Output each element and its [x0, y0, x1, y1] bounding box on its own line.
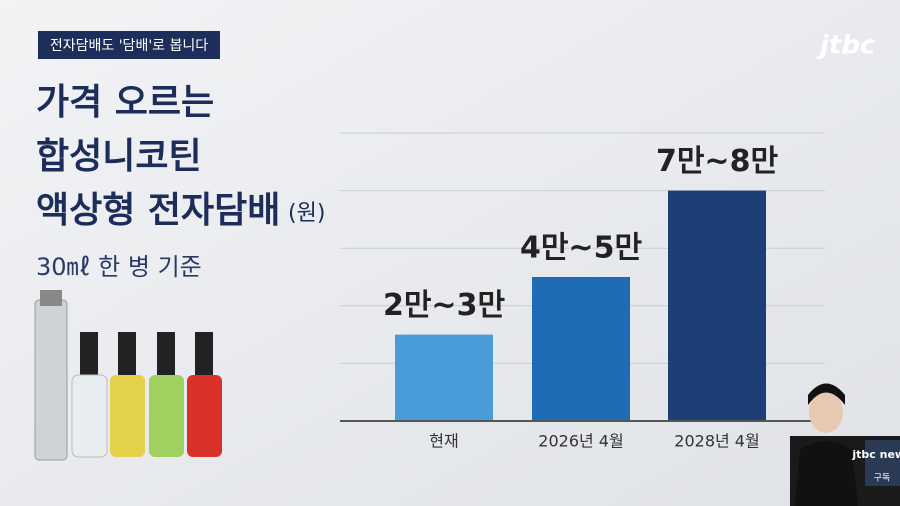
- value-label: 7만~8만: [656, 144, 778, 179]
- subtitle: 30㎖ 한 병 기준: [36, 253, 202, 281]
- title-line: 합성니코틴: [36, 136, 202, 177]
- logo: jtbc: [816, 31, 876, 61]
- x-tick-label: 현재: [429, 432, 458, 451]
- bar: [532, 277, 630, 421]
- corner-logo: jtbc news: [851, 448, 900, 461]
- bar: [395, 334, 493, 421]
- bar: [668, 190, 766, 421]
- tag-box: [38, 31, 220, 59]
- title-line: 가격 오르는: [36, 82, 214, 123]
- tag: 전자담배도 '담배'로 봅니다: [50, 38, 208, 54]
- corner-caption: 구독: [874, 473, 891, 484]
- value-label: 4만~5만: [520, 231, 642, 266]
- title-line: 액상형 전자담배: [36, 190, 280, 231]
- signer: [790, 383, 900, 506]
- bottles: [34, 290, 222, 461]
- x-tick-label: 2026년 4월: [538, 432, 623, 451]
- x-tick-label: 2028년 4월: [674, 432, 759, 451]
- value-label: 2만~3만: [383, 288, 505, 323]
- unit: (원): [288, 201, 325, 226]
